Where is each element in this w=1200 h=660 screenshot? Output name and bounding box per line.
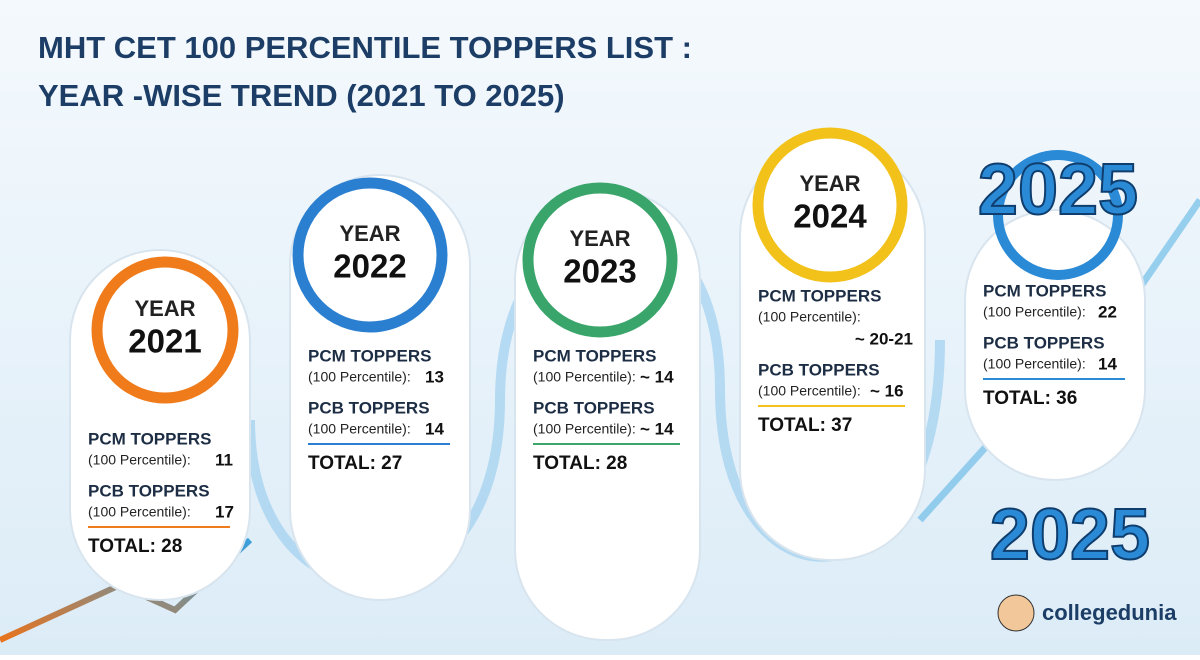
total: TOTAL: 37: [758, 415, 852, 436]
year: 2024: [793, 198, 867, 235]
pcb-label: PCB TOPPERS: [88, 481, 210, 500]
pcb-value: 17: [215, 502, 234, 521]
title-line: MHT CET 100 PERCENTILE TOPPERS LIST :: [38, 30, 692, 65]
pcb-sub: (100 Percentile):: [533, 421, 636, 437]
pcm-sub: (100 Percentile):: [88, 452, 191, 468]
brand-name: collegedunia: [1042, 600, 1177, 625]
year: 2023: [563, 253, 636, 290]
total: TOTAL: 36: [983, 388, 1077, 409]
year-ring: [993, 150, 1123, 280]
pcm-label: PCM TOPPERS: [88, 429, 211, 448]
pcb-sub: (100 Percentile):: [758, 383, 861, 399]
pcb-label: PCB TOPPERS: [758, 360, 880, 379]
year-ring: [752, 127, 908, 283]
year-ring: [522, 182, 678, 338]
big-year: 2025: [990, 495, 1150, 575]
pcm-label: PCM TOPPERS: [533, 346, 656, 365]
year-ring: [292, 177, 448, 333]
card: [964, 209, 1146, 481]
pcm-label: PCM TOPPERS: [758, 286, 881, 305]
pcm-value: 22: [1098, 302, 1117, 321]
year-label: YEAR: [569, 226, 630, 251]
pcb-value: ~ 16: [870, 381, 904, 400]
pcb-sub: (100 Percentile):: [308, 421, 411, 437]
pcb-value: 14: [1098, 354, 1117, 373]
pcb-label: PCB TOPPERS: [533, 398, 655, 417]
brand-logo: [997, 594, 1035, 632]
pcm-label: PCM TOPPERS: [308, 346, 431, 365]
year: 2025: [978, 150, 1138, 230]
pcb-value: 14: [425, 419, 444, 438]
year: 2021: [128, 323, 201, 360]
pcm-sub: (100 Percentile):: [758, 309, 861, 325]
pcm-sub: (100 Percentile):: [308, 369, 411, 385]
pcm-label: PCM TOPPERS: [983, 281, 1106, 300]
year: 2022: [333, 248, 406, 285]
year-ring: [91, 256, 239, 404]
title-line: YEAR -WISE TREND (2021 TO 2025): [38, 78, 565, 113]
pcb-sub: (100 Percentile):: [983, 356, 1086, 372]
pcb-value: ~ 14: [640, 419, 674, 438]
pcm-value: 11: [215, 450, 233, 469]
pcm-sub: (100 Percentile):: [533, 369, 636, 385]
pcb-label: PCB TOPPERS: [983, 333, 1105, 352]
year-label: YEAR: [134, 296, 195, 321]
pcm-value: ~ 14: [640, 367, 674, 386]
total: TOTAL: 28: [88, 536, 182, 557]
pcb-sub: (100 Percentile):: [88, 504, 191, 520]
pcm-sub: (100 Percentile):: [983, 304, 1086, 320]
year-label: YEAR: [799, 171, 860, 196]
total: TOTAL: 27: [308, 453, 402, 474]
pcm-value: 13: [425, 367, 444, 386]
pcm-value: ~ 20-21: [855, 329, 913, 348]
year-label: YEAR: [339, 221, 400, 246]
total: TOTAL: 28: [533, 453, 627, 474]
pcb-label: PCB TOPPERS: [308, 398, 430, 417]
